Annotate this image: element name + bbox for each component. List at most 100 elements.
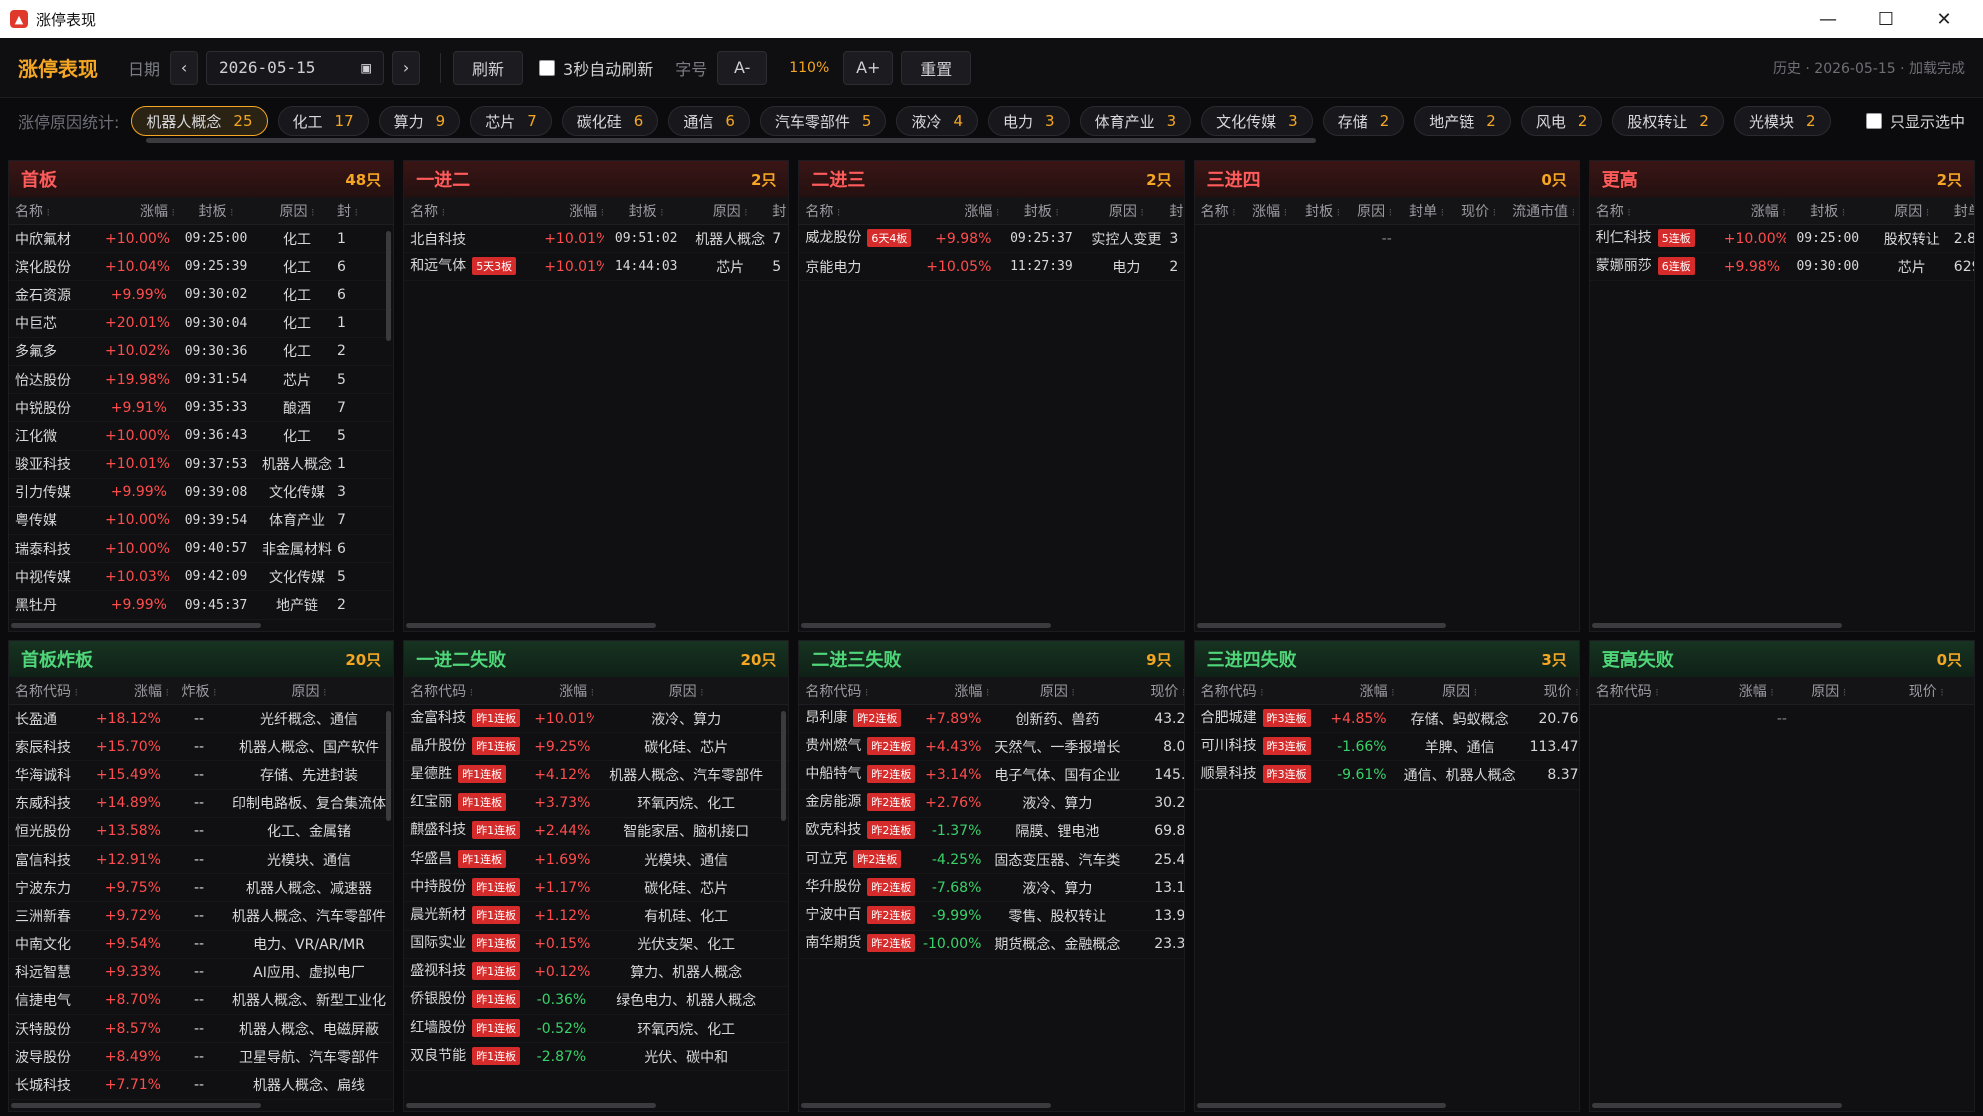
column-header[interactable]: 原因 [257, 201, 337, 221]
table-row[interactable]: 长盈通 +18.12% -- 光纤概念、通信 [9, 705, 394, 734]
column-header[interactable]: 炸板 [169, 681, 229, 701]
column-header[interactable]: 名称 [1590, 201, 1724, 221]
horizontal-scrollbar[interactable] [801, 623, 1052, 628]
table-row[interactable]: 瑞泰科技 +10.00% 09:40:57 非金属材料 6 [9, 535, 394, 564]
table-row[interactable]: 中欣氟材 +10.00% 09:25:00 化工 1 [9, 225, 394, 254]
column-header[interactable]: 原因 [688, 201, 772, 221]
close-button[interactable]: ✕ [1936, 8, 1952, 30]
column-header[interactable]: 封 [772, 201, 788, 221]
reason-chip[interactable]: 存储 2 [1322, 106, 1405, 136]
reset-button[interactable]: 重置 [901, 50, 972, 85]
vertical-scrollbar[interactable] [386, 711, 392, 821]
column-header[interactable]: 原因 [1395, 681, 1525, 701]
horizontal-scrollbar[interactable] [1196, 623, 1447, 628]
horizontal-scrollbar[interactable] [406, 1103, 656, 1108]
table-row[interactable]: 金房能源 昨2连板 +2.76% 液冷、算力 30.2 [799, 790, 1184, 818]
column-header[interactable]: 封板 [175, 201, 257, 221]
column-header[interactable]: 原因 [989, 681, 1125, 701]
chips-scrollbar[interactable] [146, 138, 1316, 143]
column-header[interactable]: 现价 [1525, 681, 1579, 701]
reason-chip[interactable]: 算力 9 [378, 106, 461, 136]
column-header[interactable]: 原因 [594, 681, 778, 701]
only-selected-toggle[interactable]: 只显示选中 [1865, 111, 1965, 132]
table-row[interactable]: 引力传媒 +9.99% 09:39:08 文化传媒 3 [9, 479, 394, 507]
horizontal-scrollbar[interactable] [1591, 623, 1842, 628]
column-header[interactable]: 封板 [604, 201, 688, 221]
column-header[interactable]: 原因 [1870, 201, 1954, 221]
table-row[interactable]: 索辰科技 +15.70% -- 机器人概念、国产软件 [9, 733, 394, 762]
next-date-button[interactable]: › [392, 50, 421, 85]
column-header[interactable]: 名称代码 [1590, 681, 1700, 701]
maximize-button[interactable]: ☐ [1877, 8, 1895, 30]
table-row[interactable]: 利仁科技 5连板 +10.00% 09:25:00 股权转让 2.81 [1589, 225, 1974, 254]
prev-date-button[interactable]: ‹ [170, 50, 199, 85]
horizontal-scrollbar[interactable] [11, 623, 261, 628]
column-header[interactable]: 名称 [1195, 201, 1243, 221]
table-row[interactable]: 合肥城建 昨3连板 +4.85% 存储、蚂蚁概念 20.76 [1194, 705, 1579, 734]
table-row[interactable]: 和远气体 5天3板 +10.01% 14:44:03 芯片 5 [404, 253, 789, 282]
table-row[interactable]: 昂利康 昨2连板 +7.89% 创新药、兽药 43.2 [799, 705, 1184, 734]
table-row[interactable]: 华盛昌 昨1连板 +1.69% 光模块、通信 [404, 846, 789, 875]
table-row[interactable]: 粤传媒 +10.00% 09:39:54 体育产业 7 [9, 507, 394, 536]
table-row[interactable]: 京能电力 +10.05% 11:27:39 电力 2 [799, 253, 1184, 282]
reason-chip[interactable]: 电力 3 [988, 106, 1070, 136]
column-header[interactable]: 涨幅 [1724, 201, 1786, 221]
table-row[interactable]: 侨银股份 昨1连板 -0.36% 绿色电力、机器人概念 [404, 987, 789, 1016]
table-row[interactable]: 威龙股份 6天4板 +9.98% 09:25:37 实控人变更 3 [799, 225, 1184, 254]
column-header[interactable]: 名称代码 [404, 681, 534, 701]
horizontal-scrollbar[interactable] [11, 1103, 261, 1108]
table-row[interactable]: 贵州燃气 昨2连板 +4.43% 天然气、一季报增长 8.0 [799, 733, 1184, 762]
column-header[interactable]: 涨幅 [919, 681, 989, 701]
table-row[interactable]: 欧克科技 昨2连板 -1.37% 隔膜、锂电池 69.8 [799, 818, 1184, 846]
table-row[interactable]: 国际实业 昨1连板 +0.15% 光伏支架、化工 [404, 931, 789, 959]
column-header[interactable]: 封 [1169, 201, 1183, 221]
column-header[interactable]: 封单 [1954, 201, 1974, 221]
table-row[interactable]: 中持股份 昨1连板 +1.17% 碳化硅、芯片 [404, 874, 789, 903]
table-row[interactable]: 蒙娜丽莎 6连板 +9.98% 09:30:00 芯片 6297 [1589, 253, 1974, 282]
calendar-icon[interactable]: ▣ [361, 58, 372, 77]
table-row[interactable]: 华升股份 昨2连板 -7.68% 液冷、算力 13.1 [799, 874, 1184, 903]
column-header[interactable]: 涨幅 [83, 681, 169, 701]
table-row[interactable]: 中南文化 +9.54% -- 电力、VR/AR/MR [9, 931, 394, 959]
table-row[interactable]: 科远智慧 +9.33% -- AI应用、虚拟电厂 [9, 959, 394, 987]
reason-chip[interactable]: 通信 6 [668, 106, 750, 136]
column-header[interactable]: 封板 [1786, 201, 1870, 221]
vertical-scrollbar[interactable] [781, 711, 787, 821]
column-header[interactable]: 涨幅 [925, 201, 999, 221]
horizontal-scrollbar[interactable] [1591, 1103, 1842, 1108]
reason-chip[interactable]: 机器人概念 25 [131, 106, 268, 136]
reason-chip[interactable]: 光模块 2 [1733, 106, 1831, 136]
table-row[interactable]: 北自科技 +10.01% 09:51:02 机器人概念 7 [404, 225, 789, 254]
auto-refresh-checkbox[interactable] [539, 59, 556, 76]
column-header[interactable]: 涨幅 [1243, 201, 1297, 221]
column-header[interactable]: 名称代码 [799, 681, 919, 701]
reason-chip[interactable]: 体育产业 3 [1079, 106, 1192, 136]
table-row[interactable]: 滨化股份 +10.04% 09:25:39 化工 6 [9, 253, 394, 282]
font-increase-button[interactable]: A+ [843, 50, 894, 85]
column-header[interactable]: 名称 [799, 201, 925, 221]
table-row[interactable]: 红墙股份 昨1连板 -0.52% 环氧丙烷、化工 [404, 1015, 789, 1044]
column-header[interactable]: 封板 [999, 201, 1083, 221]
column-header[interactable]: 原因 [229, 681, 389, 701]
vertical-scrollbar[interactable] [386, 231, 392, 341]
column-header[interactable]: 涨幅 [105, 201, 175, 221]
table-row[interactable]: 宁波中百 昨2连板 -9.99% 零售、股权转让 13.9 [799, 902, 1184, 931]
column-header[interactable]: 原因 [1349, 201, 1401, 221]
horizontal-scrollbar[interactable] [801, 1103, 1052, 1108]
column-header[interactable]: 原因 [1774, 681, 1884, 701]
table-row[interactable]: 可立克 昨2连板 -4.25% 固态变压器、汽车类 25.4 [799, 846, 1184, 875]
table-row[interactable]: 中船特气 昨2连板 +3.14% 电子气体、国有企业 145. [799, 761, 1184, 790]
column-header[interactable]: 原因 [1083, 201, 1169, 221]
table-row[interactable]: 金石资源 +9.99% 09:30:02 化工 6 [9, 281, 394, 310]
table-row[interactable]: 骏亚科技 +10.01% 09:37:53 机器人概念 1 [9, 451, 394, 479]
reason-chip[interactable]: 化工 17 [277, 106, 369, 136]
reason-chip[interactable]: 风电 2 [1520, 106, 1603, 136]
table-row[interactable]: 华海诚科 +15.49% -- 存储、先进封装 [9, 761, 394, 790]
column-header[interactable]: 现价 [1453, 201, 1505, 221]
only-selected-checkbox[interactable] [1865, 113, 1882, 129]
table-row[interactable]: 三洲新春 +9.72% -- 机器人概念、汽车零部件 [9, 902, 394, 931]
table-row[interactable]: 中视传媒 +10.03% 09:42:09 文化传媒 5 [9, 563, 394, 592]
column-header[interactable]: 涨幅 [534, 681, 594, 701]
column-header[interactable]: 涨幅 [544, 201, 604, 221]
table-row[interactable]: 红宝丽 昨1连板 +3.73% 环氧丙烷、化工 [404, 790, 789, 818]
